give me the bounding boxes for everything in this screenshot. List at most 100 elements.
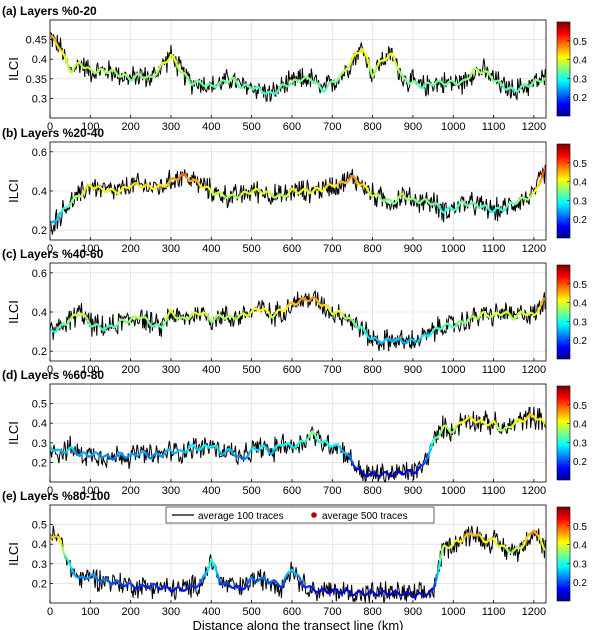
y-tick-label: 0.35 — [26, 74, 47, 86]
x-tick-label: 300 — [162, 121, 180, 133]
x-tick-label: 1100 — [482, 364, 506, 376]
trace-segment — [542, 77, 546, 82]
x-tick-label: 500 — [242, 485, 260, 497]
colorbar-tick-label: 0.5 — [573, 280, 587, 291]
x-tick-label: 1000 — [441, 485, 465, 497]
panel-c: (c) Layers %40-60 0 100 200 300 400 500 600 700 8… — [2, 247, 587, 376]
colorbar-tick-label: 0.2 — [573, 457, 587, 468]
x-tick-label: 800 — [363, 606, 381, 618]
y-tick-label: 0.2 — [32, 457, 47, 469]
x-tick-label: 100 — [81, 364, 99, 376]
colorbar-tick-label: 0.4 — [573, 299, 587, 310]
x-tick-label: 1100 — [482, 485, 506, 497]
y-axis-label: ILCI — [6, 542, 21, 566]
y-tick-label: 0.5 — [32, 520, 47, 532]
x-tick-label: 200 — [121, 364, 139, 376]
colorbar-tick-label: 0.3 — [573, 317, 587, 328]
x-tick-label: 800 — [363, 121, 381, 133]
panel-title: (c) Layers %40-60 — [2, 247, 104, 261]
trace-segment — [437, 559, 442, 570]
y-axis-label: ILCI — [6, 57, 21, 81]
x-tick-label: 700 — [323, 121, 341, 133]
panel-a: (a) Layers %0-20 0 100 200 300 400 500 600 700 80… — [2, 4, 587, 133]
average-500-traces-line — [50, 296, 546, 345]
y-tick-label: 0.3 — [32, 438, 47, 450]
x-tick-label: 600 — [283, 606, 301, 618]
x-tick-label: 300 — [162, 364, 180, 376]
panel-title: (b) Layers %20-40 — [2, 126, 104, 140]
x-tick-label: 900 — [404, 606, 422, 618]
colorbar-tick-label: 0.2 — [573, 93, 587, 104]
trace-segment — [542, 420, 546, 425]
x-tick-label: 400 — [202, 243, 220, 255]
colorbar — [556, 21, 571, 117]
x-tick-label: 700 — [323, 485, 341, 497]
x-tick-label: 1200 — [522, 121, 546, 133]
x-tick-label: 200 — [121, 243, 139, 255]
x-tick-label: 1100 — [482, 606, 506, 618]
y-tick-label: 0.2 — [32, 346, 47, 358]
x-tick-label: 700 — [323, 606, 341, 618]
x-tick-label: 300 — [162, 243, 180, 255]
x-tick-label: 500 — [242, 243, 260, 255]
x-tick-label: 900 — [404, 485, 422, 497]
average-100-traces-line — [50, 164, 546, 235]
x-tick-label: 300 — [162, 485, 180, 497]
plot-frame — [49, 383, 547, 483]
y-tick-label: 0.2 — [32, 225, 47, 237]
x-tick-label: 500 — [242, 606, 260, 618]
y-tick-label: 0.2 — [32, 578, 47, 590]
panel-title: (a) Layers %0-20 — [2, 4, 97, 18]
x-tick-label: 900 — [404, 121, 422, 133]
panel-title: (e) Layers %80-100 — [2, 489, 110, 503]
colorbar — [556, 143, 571, 239]
x-tick-label: 1000 — [441, 364, 465, 376]
x-tick-label: 0 — [47, 243, 53, 255]
y-tick-label: 0.4 — [32, 539, 47, 551]
trace-segment — [542, 168, 546, 173]
x-tick-label: 0 — [47, 485, 53, 497]
x-tick-label: 200 — [121, 485, 139, 497]
average-500-traces-line — [50, 168, 546, 226]
legend-box — [165, 506, 435, 524]
y-tick-label: 0.4 — [32, 54, 47, 66]
x-tick-label: 500 — [242, 364, 260, 376]
panel-b: (b) Layers %20-40 0 100 200 300 400 500 600 700 8… — [2, 126, 587, 255]
trace-segment — [542, 546, 546, 552]
y-axis-label: ILCI — [6, 179, 21, 203]
colorbar-tick-label: 0.5 — [573, 159, 587, 170]
x-tick-label: 0 — [47, 121, 53, 133]
x-tick-label: 600 — [283, 485, 301, 497]
y-tick-label: 0.3 — [32, 93, 47, 105]
panel-title: (d) Layers %60-80 — [2, 368, 104, 382]
x-tick-label: 1200 — [522, 606, 546, 618]
x-tick-label: 1100 — [482, 121, 506, 133]
y-axis-label: ILCI — [6, 421, 21, 445]
trace-segment — [439, 550, 444, 562]
legend-dot-marker — [311, 512, 317, 518]
colorbar — [556, 385, 571, 481]
x-tick-label: 100 — [81, 243, 99, 255]
x-tick-label: 0 — [47, 364, 53, 376]
y-tick-label: 0.45 — [26, 35, 47, 47]
plot-frame — [49, 19, 547, 119]
plot-frame — [49, 504, 547, 604]
legend-entry: average 500 traces — [322, 511, 408, 522]
y-tick-label: 0.4 — [32, 418, 47, 430]
y-tick-label: 0.3 — [32, 559, 47, 571]
x-tick-label: 900 — [404, 243, 422, 255]
colorbar-tick-label: 0.2 — [573, 578, 587, 589]
trace-segment — [436, 567, 440, 578]
panel-e: (e) Layers %80-100 0 100 200 300 400 500 600 700… — [2, 489, 587, 630]
average-100-traces-line — [50, 525, 546, 603]
x-tick-label: 1200 — [522, 243, 546, 255]
colorbar-tick-label: 0.5 — [573, 522, 587, 533]
x-tick-label: 1100 — [482, 243, 506, 255]
colorbar-tick-label: 0.4 — [573, 541, 587, 552]
x-tick-label: 800 — [363, 243, 381, 255]
colorbar-tick-label: 0.5 — [573, 401, 587, 412]
colorbar-tick-label: 0.3 — [573, 74, 587, 85]
x-tick-label: 1000 — [441, 121, 465, 133]
y-tick-label: 0.5 — [32, 399, 47, 411]
